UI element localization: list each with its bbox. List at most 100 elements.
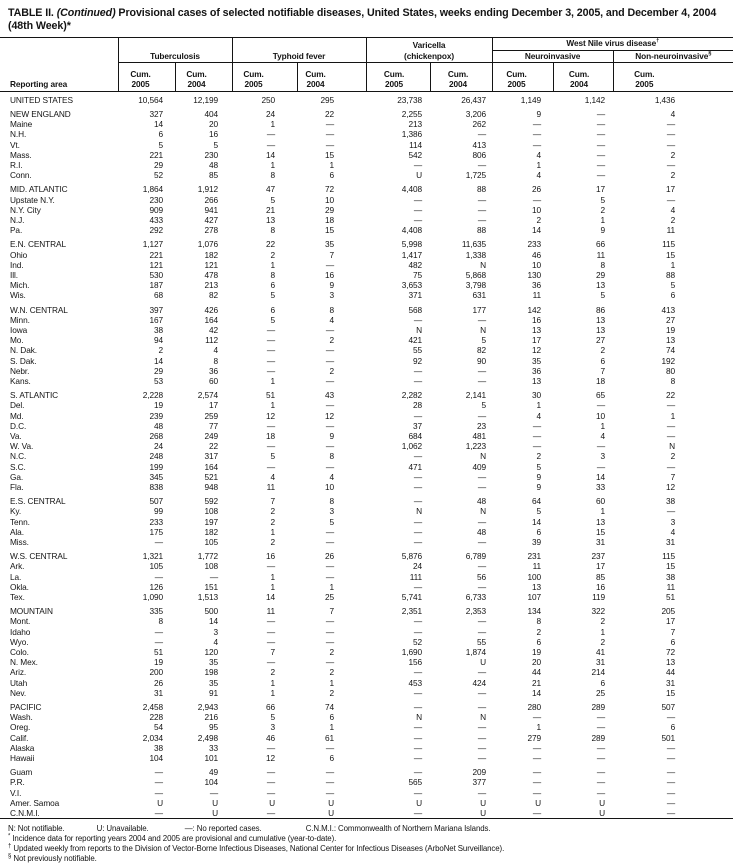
footnotes: N: Not notifiable. U: Unavailable. —: No… [0, 819, 733, 864]
value-cell: — [325, 571, 335, 582]
reporting-area-cell: Ariz. [10, 667, 27, 678]
value-cell: 13 [596, 324, 606, 335]
value-cell: 12 [532, 345, 542, 356]
value-cell: 377 [472, 777, 487, 788]
value-cell: 56 [477, 571, 487, 582]
reporting-area-cell: N.Y. City [10, 204, 41, 215]
value-cell: 6 [329, 712, 335, 723]
table-row: Iowa 38 42 — — N N 13 13 19 [0, 325, 733, 335]
value-cell: — [325, 636, 335, 647]
value-cell: 101 [204, 753, 219, 764]
legend-cnmi: C.N.M.I.: Commonwealth of Northern Maria… [305, 824, 491, 834]
value-cell: 5,741 [401, 592, 423, 603]
value-cell: 453 [408, 677, 423, 688]
value-cell: 88 [666, 269, 676, 280]
value-cell: — [532, 420, 542, 431]
value-cell: 14 [532, 225, 542, 236]
value-cell: 233 [149, 516, 163, 527]
reporting-area-cell: Ky. [10, 506, 22, 517]
value-cell: 18 [265, 430, 276, 441]
value-cell: 6,733 [465, 592, 487, 603]
value-cell: 335 [149, 606, 163, 617]
value-cell: — [666, 139, 676, 150]
value-cell: 1 [270, 159, 276, 170]
reporting-area-cell: Mass. [10, 149, 32, 160]
value-cell: 237 [591, 551, 606, 562]
table-row: S. Dak. 14 8 — — 92 90 35 6 192 [0, 356, 733, 366]
value-cell: — [154, 808, 163, 819]
value-cell: U [212, 797, 219, 808]
value-cell: — [532, 119, 542, 130]
value-cell: U [328, 797, 335, 808]
value-cell: 1 [270, 375, 276, 386]
value-cell: 1 [329, 581, 335, 592]
value-cell: 2 [600, 204, 606, 215]
value-cell: 413 [472, 139, 487, 150]
value-cell: 1,142 [584, 94, 606, 105]
value-cell: — [477, 516, 487, 527]
value-cell: 295 [320, 94, 335, 105]
value-cell: 684 [408, 430, 423, 441]
value-cell: — [325, 461, 335, 472]
value-cell: 14 [208, 616, 219, 627]
value-cell: 35 [532, 355, 542, 366]
value-cell: — [477, 742, 487, 753]
reporting-area-cell: Tex. [10, 592, 25, 603]
value-cell: 1 [270, 119, 276, 130]
table-row: Upstate N.Y. 230 266 5 10 — — — 5 — [0, 195, 733, 205]
value-cell: 259 [204, 410, 219, 421]
value-cell: 126 [149, 581, 163, 592]
table-body: UNITED STATES 10,564 12,199 250 295 23,738 26,… [0, 92, 733, 819]
reporting-area-cell: NEW ENGLAND [10, 108, 71, 119]
value-cell: 29 [153, 159, 163, 170]
value-cell: U [328, 808, 335, 819]
value-cell: — [325, 777, 335, 788]
value-cell: 248 [149, 451, 163, 462]
value-cell: 23,738 [397, 94, 423, 105]
value-cell: — [666, 194, 676, 205]
table-row: Ill. 530 478 8 16 75 5,868 130 29 88 [0, 270, 733, 280]
value-cell: 1,386 [401, 129, 423, 140]
reporting-area-cell: Vt. [10, 139, 20, 150]
value-cell: 500 [204, 606, 219, 617]
value-cell: 1 [270, 259, 276, 270]
value-cell: 18 [596, 375, 606, 386]
value-cell: — [325, 129, 335, 140]
value-cell: 1,338 [465, 249, 487, 260]
reporting-area-cell: Pa. [10, 225, 23, 236]
value-cell: — [532, 742, 542, 753]
value-cell: U [480, 657, 487, 668]
value-cell: 120 [204, 647, 219, 658]
value-cell: — [266, 345, 276, 356]
table-row: Ky. 99 108 2 3 N N 5 1 — [0, 506, 733, 516]
value-cell: 1,149 [520, 94, 542, 105]
value-cell: 4 [213, 345, 219, 356]
table-header: Reporting area Tuberculosis Typhoid feve… [0, 37, 733, 93]
reporting-area-cell: La. [10, 571, 22, 582]
value-cell: 6 [158, 129, 163, 140]
value-cell: 14 [265, 592, 276, 603]
value-cell: 200 [149, 667, 163, 678]
reporting-area-cell: Oreg. [10, 722, 31, 733]
value-cell: — [477, 194, 487, 205]
value-cell: 11 [266, 606, 276, 617]
value-cell: — [325, 355, 335, 366]
value-cell: 4 [670, 204, 676, 215]
value-cell: U [480, 797, 487, 808]
value-cell: 421 [408, 335, 423, 346]
value-cell: 289 [591, 702, 606, 713]
table-row: W. Va. 24 22 — — 1,062 1,223 — — N [0, 441, 733, 451]
reporting-area-cell: Mich. [10, 280, 30, 291]
value-cell: 54 [153, 722, 163, 733]
value-cell: 60 [208, 375, 219, 386]
reporting-area-cell: N. Mex. [10, 657, 38, 668]
value-cell: 233 [527, 239, 542, 250]
value-cell: 74 [325, 702, 335, 713]
value-cell: 2 [600, 636, 606, 647]
value-cell: 1,874 [465, 647, 487, 658]
value-cell: — [209, 787, 219, 798]
value-cell: 5 [481, 400, 487, 411]
value-cell: — [477, 581, 487, 592]
value-cell: — [532, 767, 542, 778]
table-row: P.R. — 104 — — 565 377 — — — [0, 777, 733, 787]
